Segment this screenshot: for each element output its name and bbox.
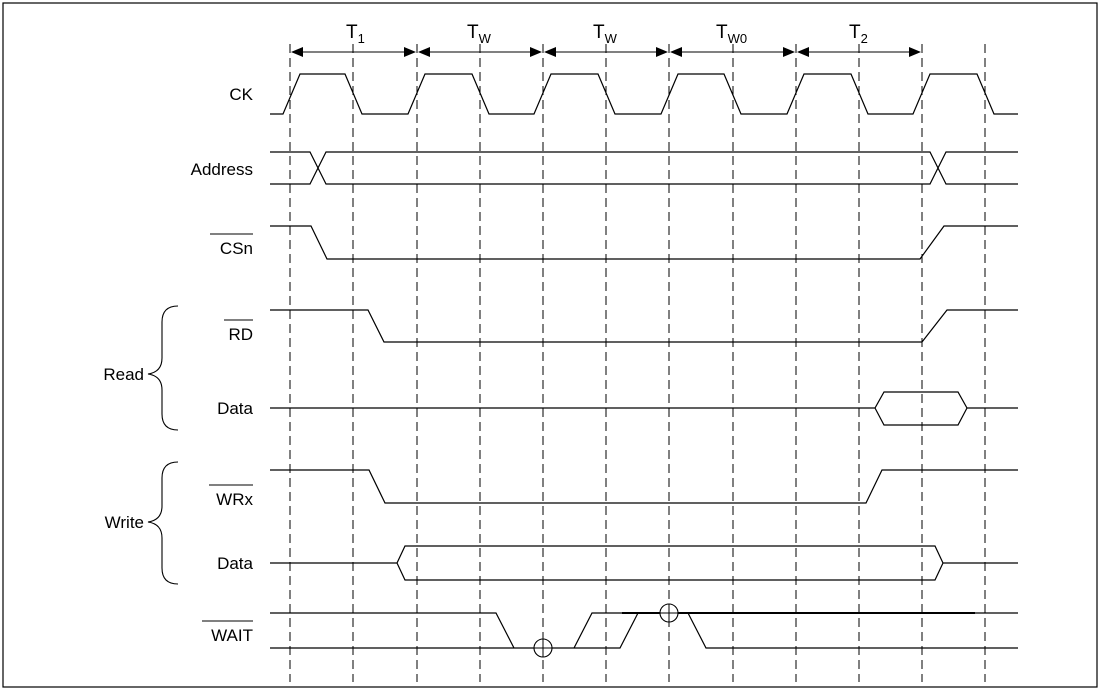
signal-labels: CK Address CSn RD Data WRx Data WAIT [191, 85, 254, 645]
clock-edge-guides [289, 44, 986, 682]
period-label: T1 [346, 22, 365, 46]
period-tw-1: TW [418, 22, 542, 57]
csn-waveform [270, 225, 1018, 260]
signal-label-ck: CK [229, 85, 253, 104]
period-label: T2 [849, 22, 868, 46]
period-tw-2: TW [544, 22, 668, 57]
signal-label-wait: WAIT [211, 626, 253, 645]
period-label: TW0 [716, 22, 747, 46]
signal-label-address: Address [191, 160, 253, 179]
signal-label-read-data: Data [217, 399, 253, 418]
period-t1: T1 [291, 22, 416, 57]
brace-icon [147, 305, 179, 431]
wait-sample-markers [533, 603, 679, 658]
address-waveform [270, 151, 1018, 185]
wait-waveform [270, 612, 1018, 649]
signal-label-csn: CSn [220, 239, 253, 258]
signal-label-rd: RD [228, 325, 253, 344]
group-label-write: Write [105, 513, 144, 532]
read-data-waveform [270, 391, 1018, 426]
period-label: TW [467, 22, 492, 46]
brace-icon [147, 461, 179, 585]
signal-label-write-data: Data [217, 554, 253, 573]
period-tw0: TW0 [670, 22, 795, 57]
ck-waveform [270, 73, 1018, 115]
group-label-read: Read [103, 365, 144, 384]
group-write: Write [105, 461, 179, 585]
period-label: TW [593, 22, 618, 46]
period-t2: T2 [797, 22, 921, 57]
group-read: Read [103, 305, 179, 431]
wrx-waveform [270, 469, 1018, 504]
period-markers: T1 TW TW TW0 T2 [291, 22, 921, 57]
signal-label-wrx: WRx [216, 490, 253, 509]
rd-waveform [270, 309, 1018, 343]
write-data-waveform [270, 545, 1018, 581]
